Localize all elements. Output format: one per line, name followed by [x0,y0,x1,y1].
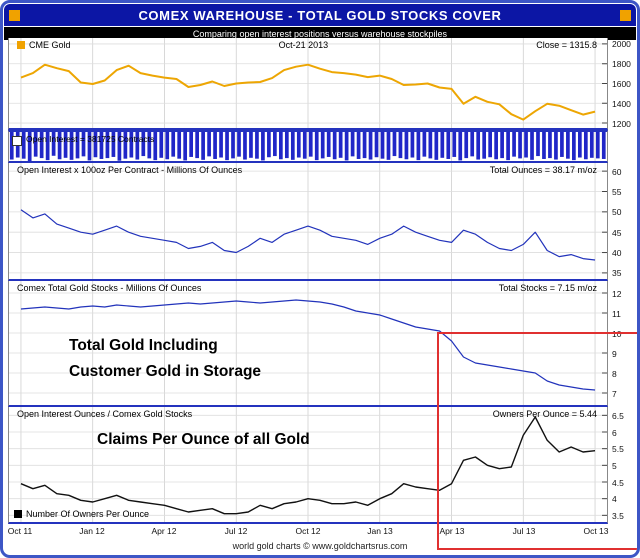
y-tick-label: 55 [612,186,622,197]
owners-legend: Number Of Owners Per Ounce [14,509,149,519]
gold-price-chart [9,38,607,128]
page-title: COMEX WAREHOUSE - TOTAL GOLD STOCKS COVE… [138,7,502,23]
open-interest-label: Open Interest = 381725 Contracts [26,134,155,144]
owners-chart [9,407,607,522]
y-tick-label: 1400 [612,98,631,109]
y-tick-label: 1600 [612,78,631,89]
open-interest-panel: Open Interest = 381725 Contracts [8,130,608,163]
owners-annotation: Claims Per Ounce of all Gold [97,431,310,448]
x-tick-label: Jul 12 [224,526,248,536]
owners-legend-label: Number Of Owners Per Ounce [26,509,150,519]
gold-price-panel: CME Gold Oct-21 2013 Close = 1315.8 [8,38,608,130]
stocks-annotation-line1: Total Gold Including [69,337,218,354]
x-tick-label: Apr 13 [439,526,465,536]
x-axis-labels: Oct 11 Jan 12 Apr 12 Jul 12 Oct 12 Jan 13 Apr … [8,526,609,538]
x-tick-label: Oct 12 [295,526,321,536]
owners-legend-swatch-icon [14,510,22,518]
y-tick-label: 10 [612,328,622,339]
y-tick-label: 12 [612,288,622,299]
y-tick-label: 4 [612,494,617,505]
gold-stocks-panel: Comex Total Gold Stocks - Millions Of Ou… [8,281,608,407]
stocks-annotation: Total Gold Including Customer Gold in St… [69,333,261,385]
y-tick-label: 4.5 [612,477,624,488]
y-tick-label: 45 [612,227,622,238]
x-tick-label: Apr 12 [151,526,177,536]
owners-panel: Open Interest Ounces / Comex Gold Stocks… [8,407,608,524]
title-left-marker-icon [9,10,20,21]
subtitle-bar: Comparing open interest positions versus… [4,27,636,40]
footer-credit: world gold charts © www.goldchartsrus.co… [232,541,408,551]
y-tick-label: 3.5 [612,510,624,521]
y-tick-label: 2000 [612,39,631,50]
y-tick-label: 6 [612,427,617,438]
gold-stocks-chart [9,281,607,405]
y-axis-gutter: 2000 1800 1600 1400 1200 60 55 50 45 40 35 12 11 10 9 8… [610,3,637,555]
y-tick-label: 40 [612,248,622,259]
x-tick-label: Oct 11 [7,526,33,536]
title-bar: COMEX WAREHOUSE - TOTAL GOLD STOCKS COVE… [4,4,636,26]
oi-ounces-chart [9,163,607,279]
y-tick-label: 35 [612,268,622,279]
y-tick-label: 6.5 [612,410,624,421]
stocks-annotation-line2: Customer Gold in Storage [69,363,262,380]
x-tick-label: Oct 13 [583,526,609,536]
y-tick-label: 60 [612,166,622,177]
oi-ounces-panel: Open Interest x 100oz Per Contract - Mil… [8,163,608,281]
open-interest-legend-swatch-icon [12,136,22,146]
y-tick-label: 11 [612,308,621,319]
x-tick-label: Jul 13 [512,526,536,536]
x-tick-label: Jan 12 [79,526,105,536]
page-subtitle: Comparing open interest positions versus… [192,28,448,39]
y-tick-label: 50 [612,207,622,218]
title-right-marker-icon [620,10,631,21]
y-tick-label: 1200 [612,118,631,129]
y-tick-label: 5.5 [612,444,624,455]
x-tick-label: Jan 13 [367,526,393,536]
y-tick-label: 7 [612,388,617,399]
y-tick-label: 1800 [612,59,631,70]
y-tick-label: 5 [612,460,617,471]
y-tick-label: 8 [612,368,617,379]
y-tick-label: 9 [612,348,617,359]
